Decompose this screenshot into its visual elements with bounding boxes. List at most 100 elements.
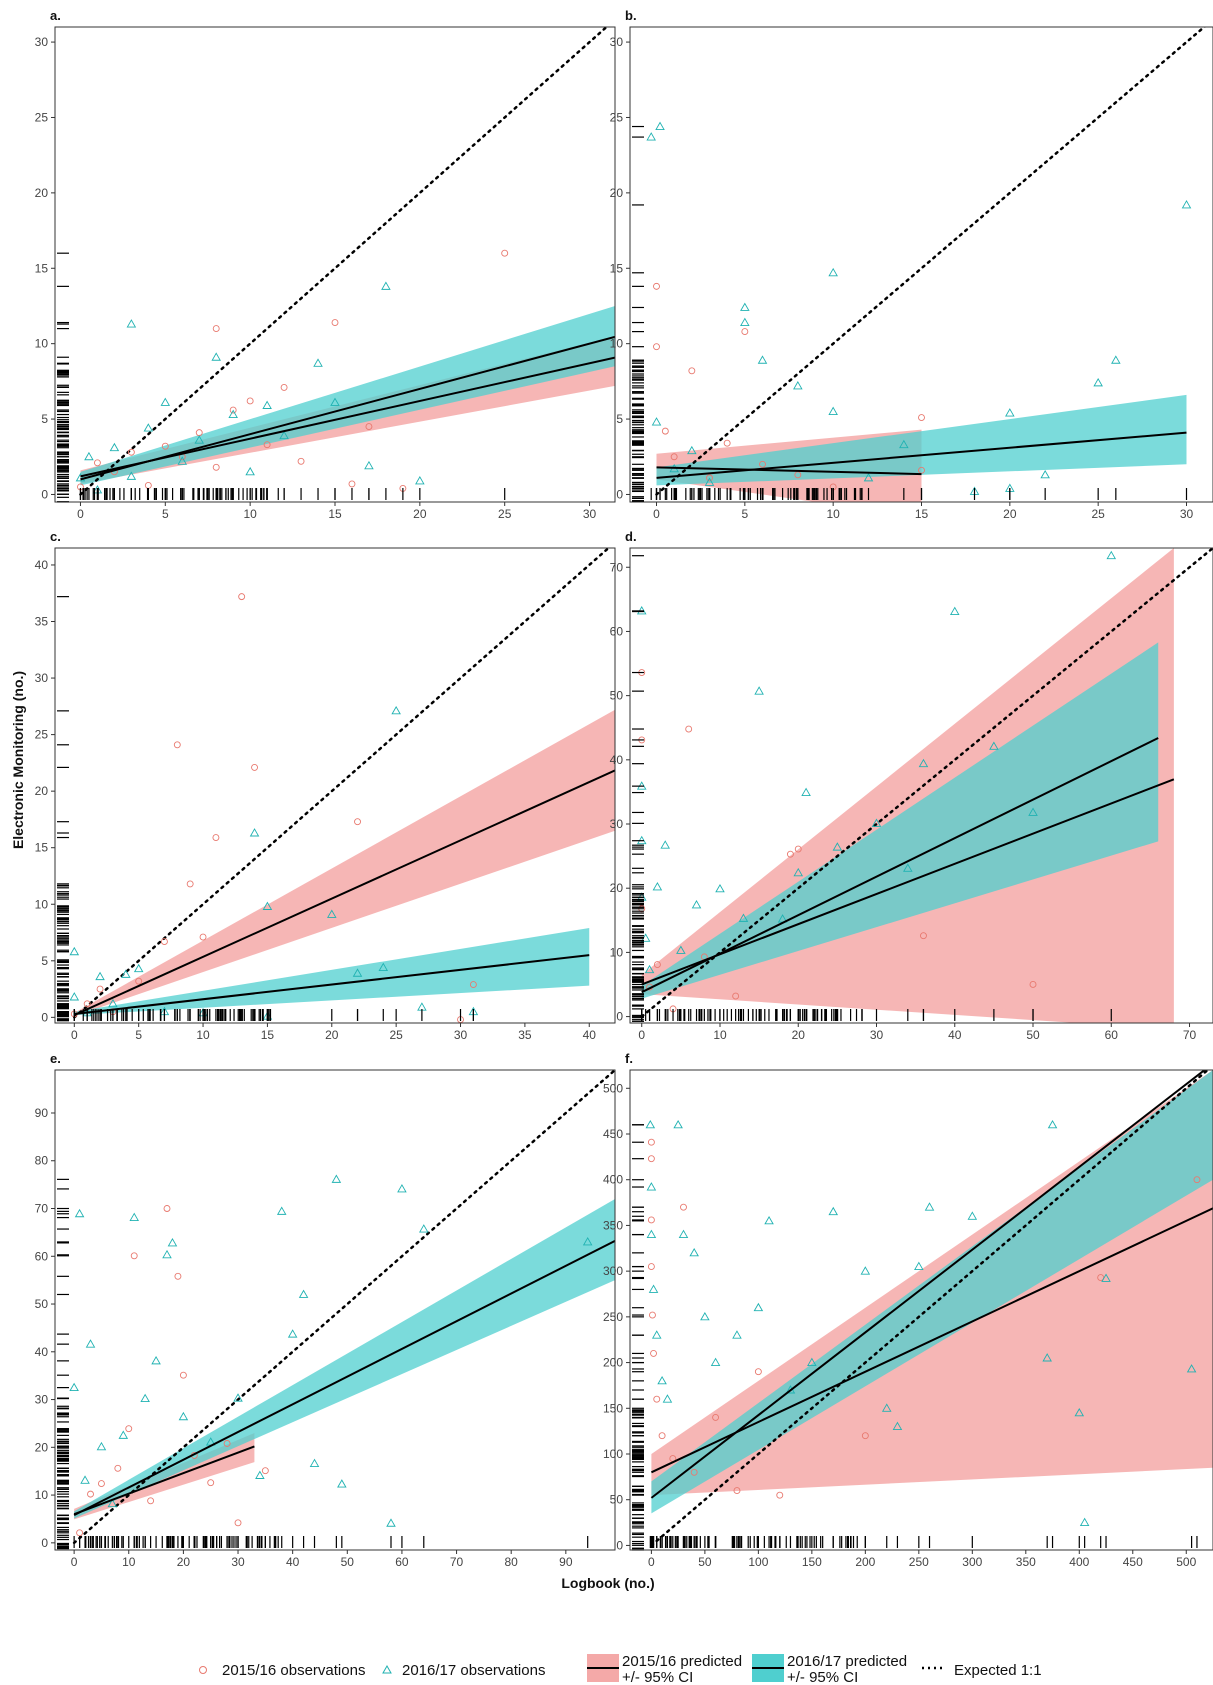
obs-2015-point xyxy=(263,441,271,449)
y-tick-label: 450 xyxy=(603,1127,623,1141)
panel-label: c. xyxy=(50,529,61,544)
obs-2016-point xyxy=(255,1470,265,1479)
panel-frame xyxy=(54,1069,616,1551)
panel-a: a. 0 5 10 15 20 25 30 0 5 10 15 20 25 30 xyxy=(35,8,616,521)
obs-2016-point xyxy=(69,946,80,956)
x-tick-label: 10 xyxy=(713,1028,727,1042)
y-tick-label: 300 xyxy=(603,1264,623,1278)
obs-2015-point xyxy=(207,1479,215,1487)
obs-2016-point xyxy=(740,302,750,311)
plot-area xyxy=(69,548,615,1023)
obs-2016-point xyxy=(249,828,260,837)
predicted-line-2015 xyxy=(650,1207,1213,1474)
obs-2016-point xyxy=(924,1202,935,1211)
y-tick-label: 50 xyxy=(610,1493,624,1507)
rug-marks xyxy=(57,596,474,1022)
ci-ribbon-2016 xyxy=(656,394,1187,486)
obs-2016-point xyxy=(892,1421,903,1431)
obs-2016-point xyxy=(1186,1364,1197,1373)
x-tick-label: 10 xyxy=(196,1028,210,1042)
expected-line xyxy=(650,1070,1210,1547)
obs-2015-point xyxy=(501,249,509,257)
obs-2016-point xyxy=(1047,1119,1058,1129)
y-tick-label: 150 xyxy=(603,1401,623,1415)
x-tick-label: 300 xyxy=(962,1555,982,1569)
obs-2015-point xyxy=(195,429,203,437)
y-tick-label: 10 xyxy=(35,337,49,351)
legend-triangle-icon xyxy=(382,1664,392,1674)
obs-2016-point xyxy=(689,1247,699,1257)
predicted-line-2015 xyxy=(73,769,615,1016)
x-tick-label: 70 xyxy=(450,1555,464,1569)
obs-2015-point xyxy=(163,1205,171,1212)
obs-2016-point xyxy=(178,1411,189,1421)
obs-2015-point xyxy=(212,325,220,333)
obs-2016-point xyxy=(419,1224,429,1233)
obs-2015-point xyxy=(920,932,927,940)
obs-2015-point xyxy=(723,439,731,447)
ci-ribbon-2016 xyxy=(74,928,590,1016)
x-tick-label: 40 xyxy=(583,1028,597,1042)
obs-2016-point xyxy=(397,1184,407,1193)
panel-label: e. xyxy=(50,1051,61,1066)
x-tick-label: 50 xyxy=(1026,1028,1040,1042)
y-tick-label: 0 xyxy=(41,487,48,501)
obs-2015-point xyxy=(354,818,361,826)
panel-label: f. xyxy=(625,1051,633,1066)
x-tick-label: 10 xyxy=(122,1555,136,1569)
x-tick-label: 20 xyxy=(177,1555,191,1569)
obs-2015-point xyxy=(87,1490,94,1498)
obs-2015-point xyxy=(706,474,713,482)
y-tick-label: 0 xyxy=(41,1010,48,1024)
y-tick-label: 10 xyxy=(610,337,624,351)
obs-2015-point xyxy=(246,397,254,405)
obs-2016-point xyxy=(162,1249,172,1259)
obs-2016-point xyxy=(738,913,749,922)
legend-expected-label: Expected 1:1 xyxy=(954,1662,1042,1679)
y-tick-label: 30 xyxy=(35,35,49,49)
y-tick-label: 5 xyxy=(616,412,623,426)
obs-2015-point xyxy=(174,1272,182,1280)
y-tick-label: 20 xyxy=(610,881,624,895)
obs-2015-point xyxy=(83,1000,91,1008)
legend-pred-2015-ci: +/- 95% CI xyxy=(622,1669,693,1685)
panel-frame xyxy=(629,547,1213,1024)
y-tick-label: 50 xyxy=(610,689,624,703)
obs-2015-point xyxy=(647,1138,655,1146)
y-tick-label: 250 xyxy=(603,1310,623,1324)
obs-2016-point xyxy=(309,1458,320,1468)
panel-d: d. 0 10 20 30 40 50 60 70 0 10 20 30 40 50 60 70 xyxy=(610,529,1213,1042)
x-tick-label: 25 xyxy=(389,1028,403,1042)
obs-2016-point xyxy=(352,968,363,977)
obs-2016-point xyxy=(1106,550,1117,560)
obs-2015-point xyxy=(238,593,246,601)
obs-2015-point xyxy=(365,423,373,431)
x-tick-label: 60 xyxy=(395,1555,409,1569)
obs-2016-point xyxy=(96,1441,107,1451)
obs-2016-point xyxy=(710,1357,721,1367)
y-tick-label: 20 xyxy=(610,186,624,200)
obs-2016-point xyxy=(651,1330,662,1339)
obs-2016-point xyxy=(1074,1407,1085,1417)
obs-2016-point xyxy=(793,867,804,877)
legend: 2015/16 observations 2016/17 observation… xyxy=(199,1653,1042,1685)
x-tick-label: 30 xyxy=(870,1028,884,1042)
obs-2016-point xyxy=(391,705,401,715)
obs-2015-point xyxy=(647,1263,655,1271)
obs-2015-point xyxy=(741,328,749,336)
obs-2016-point xyxy=(655,121,665,130)
ci-ribbon-2016 xyxy=(74,1198,615,1519)
obs-2016-point xyxy=(109,442,120,452)
obs-2015-point xyxy=(649,1311,656,1319)
y-tick-label: 10 xyxy=(610,945,624,959)
y-tick-label: 90 xyxy=(35,1106,49,1120)
legend-obs-2016: 2016/17 observations xyxy=(402,1662,545,1679)
legend-circle-icon xyxy=(199,1666,207,1674)
obs-2016-point xyxy=(95,971,105,981)
obs-2015-point xyxy=(229,406,237,414)
obs-2015-point xyxy=(97,1480,105,1488)
predicted-line-2016 xyxy=(80,335,615,481)
obs-2015-point xyxy=(653,1395,661,1403)
x-tick-label: 500 xyxy=(1176,1555,1196,1569)
obs-2015-point xyxy=(212,834,220,841)
